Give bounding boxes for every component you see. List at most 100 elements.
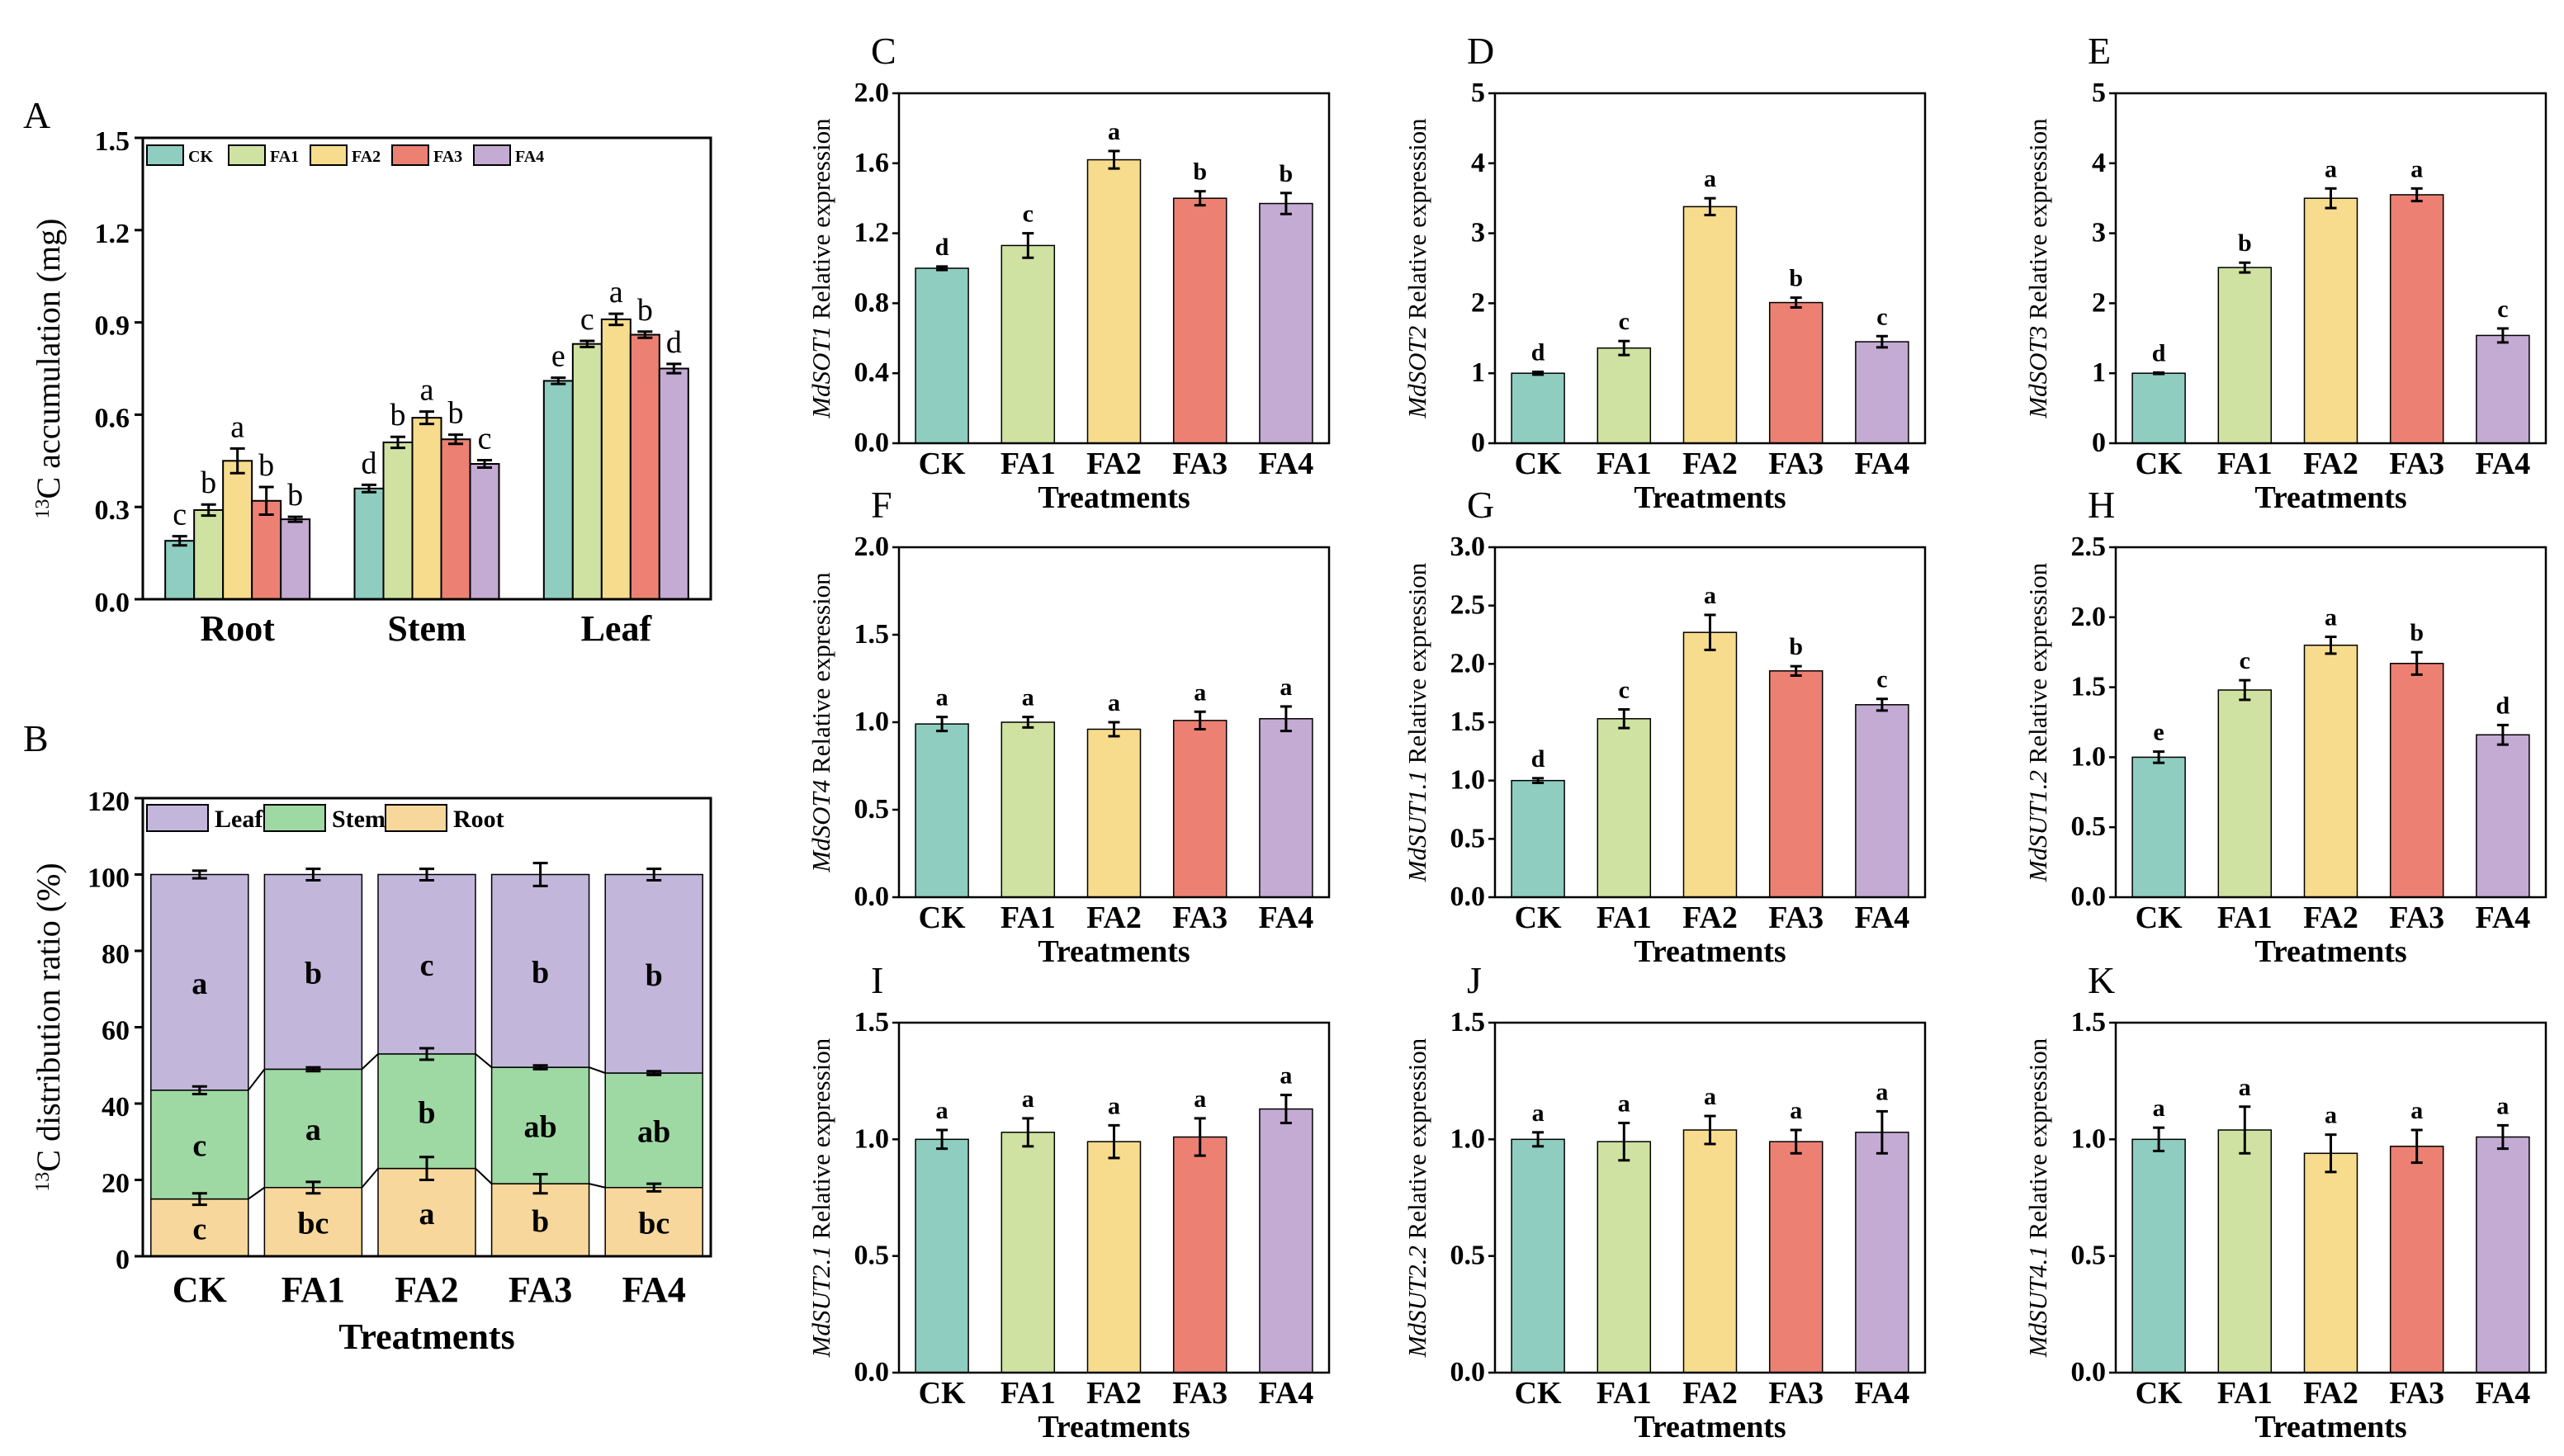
- panel-letter-D: D: [1467, 30, 1494, 72]
- sig-letter: c: [192, 1129, 206, 1164]
- sig-letter: c: [1876, 666, 1887, 693]
- y-tick-label: 0.0: [1450, 1357, 1486, 1387]
- category-label: CK: [1515, 447, 1562, 481]
- plot-frame: [897, 1021, 1331, 1374]
- y-tick-label: 1.5: [854, 1007, 890, 1038]
- y-axis-title: MdSOT3 Relative expression: [2023, 118, 2052, 419]
- y-tick-label: 1: [2092, 357, 2106, 388]
- sig-letter: b: [1789, 633, 1803, 660]
- y-axis-title-rest: Relative expression: [2023, 1038, 2052, 1246]
- plot-frame: [2114, 546, 2547, 899]
- sig-letter: a: [2239, 1074, 2251, 1101]
- y-axis-title: MdSUT2.1 Relative expression: [807, 1038, 835, 1358]
- panel-letter-K: K: [2088, 959, 2115, 1001]
- y-tick-label: 0.5: [1450, 1241, 1486, 1271]
- sig-letter: b: [1280, 160, 1294, 187]
- legend-swatch-FA2: [310, 144, 348, 166]
- y-axis-title-rest: Relative expression: [1403, 1038, 1431, 1246]
- stack-Stem-FA3: [490, 1066, 590, 1184]
- y-axis-title-gene: MdSUT2.1: [807, 1246, 835, 1358]
- y-axis-title: MdSUT1.1 Relative expression: [1403, 562, 1431, 882]
- y-tick-label: 1.5: [95, 126, 130, 157]
- x-axis-title: Treatments: [1634, 480, 1786, 515]
- bar-FA3: [1768, 1141, 1824, 1373]
- bar-FA4: [1855, 341, 1909, 444]
- bar-FA4: [2476, 334, 2530, 444]
- sig-letter: a: [1194, 1085, 1206, 1113]
- sig-letter: bc: [638, 1206, 669, 1241]
- category-label: FA2: [2303, 447, 2358, 481]
- legend-label-FA1: FA1: [270, 148, 299, 166]
- sig-letter: a: [1704, 165, 1716, 192]
- sig-letter: b: [305, 956, 322, 990]
- sig-letter: a: [1022, 1085, 1034, 1113]
- connector-line: [475, 1167, 493, 1184]
- category-label: FA2: [2303, 1376, 2358, 1411]
- bar-FA4: [1259, 718, 1313, 898]
- category-label: FA2: [1086, 901, 1142, 935]
- category-label: CK: [1515, 1376, 1562, 1411]
- y-axis-title-gene: MdSUT1.2: [2023, 770, 2052, 882]
- bar-FA3: [1768, 301, 1824, 444]
- category-label: CK: [1515, 901, 1562, 935]
- y-tick-label: 20: [102, 1169, 130, 1199]
- y-axis-title-gene: MdSUT2.2: [1403, 1246, 1431, 1358]
- y-tick-label: 1.5: [2071, 1007, 2107, 1038]
- legend-label-Root: Root: [453, 806, 504, 833]
- plot-frame: [2114, 1021, 2547, 1374]
- y-tick-label: 0: [116, 1245, 130, 1275]
- x-axis-title: Treatments: [2254, 1410, 2406, 1444]
- plot-frame: [2114, 92, 2547, 445]
- y-tick-label: 0.0: [2071, 1357, 2107, 1387]
- sig-letter: c: [1023, 201, 1034, 228]
- sig-letter: b: [2238, 229, 2252, 257]
- legend-swatch-FA1: [228, 144, 266, 166]
- sig-letter: a: [1022, 684, 1034, 711]
- y-axis-title: MdSOT2 Relative expression: [1403, 118, 1431, 419]
- sig-letter: b: [2410, 619, 2424, 646]
- y-tick-label: 0.3: [95, 495, 130, 526]
- bar-FA2: [2303, 197, 2358, 444]
- x-axis-title: Treatments: [1038, 1410, 1190, 1444]
- sig-letter: b: [418, 1095, 435, 1130]
- y-tick-label: 1.6: [854, 148, 890, 178]
- y-axis-title-main: C accumulation (mg): [30, 219, 67, 499]
- bar-FA1: [1001, 1132, 1056, 1373]
- sig-letter: c: [478, 422, 492, 456]
- sig-letter: c: [2497, 295, 2508, 323]
- panel-A: AcbabbRootdbabcStemecabdLeaf0.00.30.60.9…: [23, 94, 712, 649]
- sig-letter: a: [2325, 604, 2337, 631]
- legend-label-Stem: Stem: [332, 806, 386, 833]
- bar-FA1-Root: [193, 508, 225, 601]
- sig-letter: a: [1280, 674, 1292, 701]
- panel-letter-C: C: [871, 30, 896, 72]
- connector-line: [589, 1066, 606, 1074]
- panel-I: Ia CK a FA1 a FA2 a FA3 a FA4 0.0 0.5 1.0 1.5 MdSUT2.1…: [807, 959, 1331, 1444]
- y-axis-title: 13C accumulation (mg): [30, 219, 67, 519]
- stack-Stem-FA4: [604, 1072, 703, 1189]
- sig-letter: c: [2240, 647, 2250, 674]
- plot-frame: [1493, 1021, 1927, 1374]
- x-axis-title: Treatments: [2254, 480, 2406, 515]
- category-label: FA2: [1086, 1376, 1142, 1411]
- bar-FA2: [1682, 631, 1738, 898]
- bar-FA4-Root: [280, 518, 311, 601]
- y-tick-label: 0.0: [854, 428, 890, 458]
- y-tick-label: 3: [2092, 218, 2106, 248]
- y-axis-title-gene: MdSOT3: [2023, 326, 2052, 419]
- panel-letter-A: A: [23, 94, 50, 136]
- panel-letter-I: I: [871, 959, 883, 1001]
- bar-FA2: [1682, 206, 1738, 444]
- y-tick-label: 1.5: [2071, 672, 2107, 702]
- sig-letter: a: [1108, 1092, 1120, 1119]
- bar-FA4: [1259, 1108, 1313, 1373]
- sig-letter: bc: [297, 1206, 329, 1241]
- bar-FA4: [2476, 734, 2530, 898]
- y-axis-title-rest: Relative expression: [807, 572, 835, 780]
- bar-FA2: [1682, 1129, 1738, 1373]
- y-tick-label: 0.5: [854, 794, 890, 825]
- stack-Stem-FA2: [377, 1053, 476, 1170]
- category-label: FA3: [2389, 901, 2444, 935]
- x-axis-title: Treatments: [1038, 934, 1190, 969]
- y-tick-label: 100: [88, 863, 130, 894]
